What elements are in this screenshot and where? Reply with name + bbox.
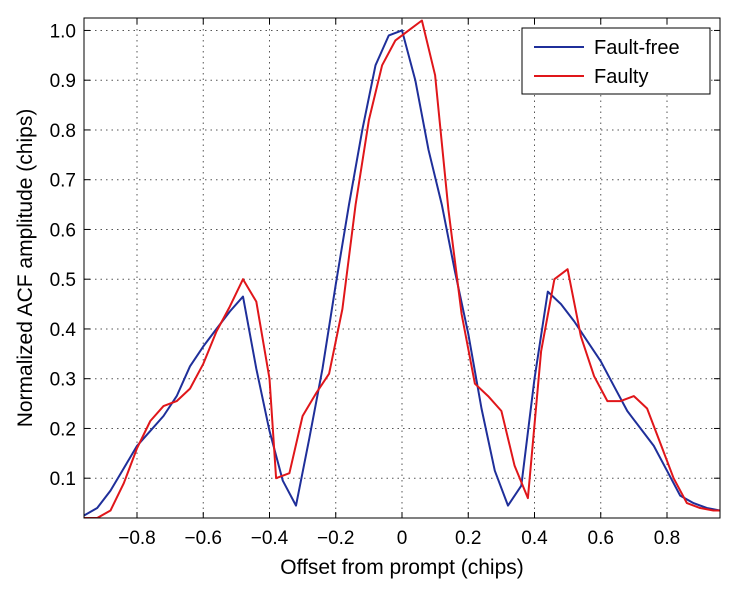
y-tick-label: 1.0	[50, 21, 76, 42]
y-tick-label: 0.6	[50, 220, 76, 241]
x-tick-label: −0.8	[118, 528, 156, 549]
y-tick-label: 0.7	[50, 171, 76, 192]
y-tick-label: 0.8	[50, 121, 76, 142]
y-tick-label: 0.5	[50, 270, 76, 291]
legend-label-faulty: Faulty	[594, 66, 648, 88]
x-tick-label: 0.2	[455, 528, 481, 549]
x-tick-label: 0.4	[521, 528, 548, 549]
tick-labels: −0.8 −0.6 −0.4 −0.2 0 0.2 0.4 0.6 0.8 0.1 0.2 0.3 0.…	[50, 21, 681, 549]
y-tick-label: 0.2	[50, 419, 76, 440]
y-tick-label: 0.4	[50, 320, 77, 341]
legend-box	[521, 27, 711, 95]
series-layer	[84, 19, 720, 518]
grid	[84, 18, 720, 518]
x-tick-label: −0.2	[317, 528, 355, 549]
series-line-faulty	[84, 19, 720, 518]
x-tick-label: 0	[397, 528, 408, 549]
x-tick-label: 0.8	[654, 528, 680, 549]
y-tick-label: 0.9	[50, 71, 76, 92]
y-axis-label: Normalized ACF amplitude (chips)	[14, 109, 37, 428]
series-line-fault-free	[84, 29, 720, 517]
legend-label-fault-free: Fault-free	[594, 37, 680, 59]
x-tick-label: 0.6	[588, 528, 614, 549]
x-tick-label: −0.6	[184, 528, 222, 549]
axis-ticks	[84, 18, 720, 518]
legend: Fault-free Faulty	[521, 27, 711, 95]
x-tick-label: −0.4	[251, 528, 289, 549]
y-tick-label: 0.3	[50, 370, 76, 391]
y-tick-label: 0.1	[50, 469, 76, 490]
x-axis-label: Offset from prompt (chips)	[280, 556, 524, 579]
